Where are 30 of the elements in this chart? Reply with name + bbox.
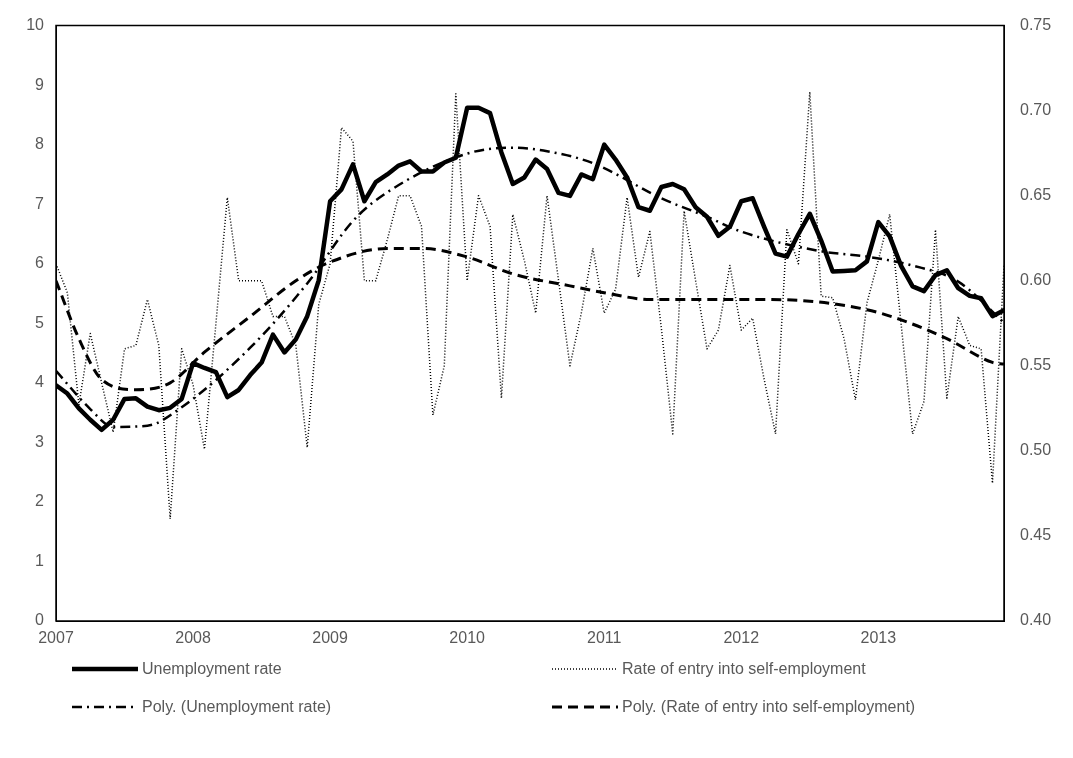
y-tick-label: 1: [35, 551, 45, 569]
legend-label: Poly. (Rate of entry into self-employment): [622, 698, 916, 716]
y-tick-label: 8: [35, 135, 45, 153]
legend-label: Poly. (Unemployment rate): [142, 698, 332, 716]
y-tick-label: 2: [35, 492, 45, 510]
y2-tick-label: 0.75: [1020, 16, 1052, 34]
legend-label: Rate of entry into self-employment: [622, 660, 866, 678]
y2-tick-label: 0.70: [1020, 101, 1052, 119]
y-tick-label: 7: [35, 194, 45, 212]
y-tick-label: 6: [35, 254, 45, 272]
x-tick-label: 2007: [38, 629, 74, 647]
y2-tick-label: 0.65: [1020, 186, 1052, 204]
x-tick-label: 2011: [587, 629, 622, 647]
y-tick-label: 0: [35, 611, 45, 629]
y-tick-label: 10: [26, 16, 45, 34]
y-tick-label: 3: [35, 432, 45, 450]
legend-label: Unemployment rate: [142, 660, 282, 678]
y2-tick-label: 0.40: [1020, 611, 1052, 629]
x-tick-label: 2010: [449, 629, 486, 647]
x-tick-label: 2009: [312, 629, 349, 647]
y2-tick-label: 0.60: [1020, 271, 1052, 289]
x-tick-label: 2008: [175, 629, 211, 647]
y2-tick-label: 0.55: [1020, 356, 1052, 374]
y-tick-label: 5: [35, 313, 45, 331]
x-tick-label: 2012: [723, 629, 760, 647]
y2-tick-label: 0.45: [1020, 526, 1052, 544]
y2-tick-label: 0.50: [1020, 441, 1052, 459]
x-tick-label: 2013: [860, 629, 897, 647]
y-tick-label: 4: [35, 373, 45, 391]
y-tick-label: 9: [35, 75, 45, 93]
